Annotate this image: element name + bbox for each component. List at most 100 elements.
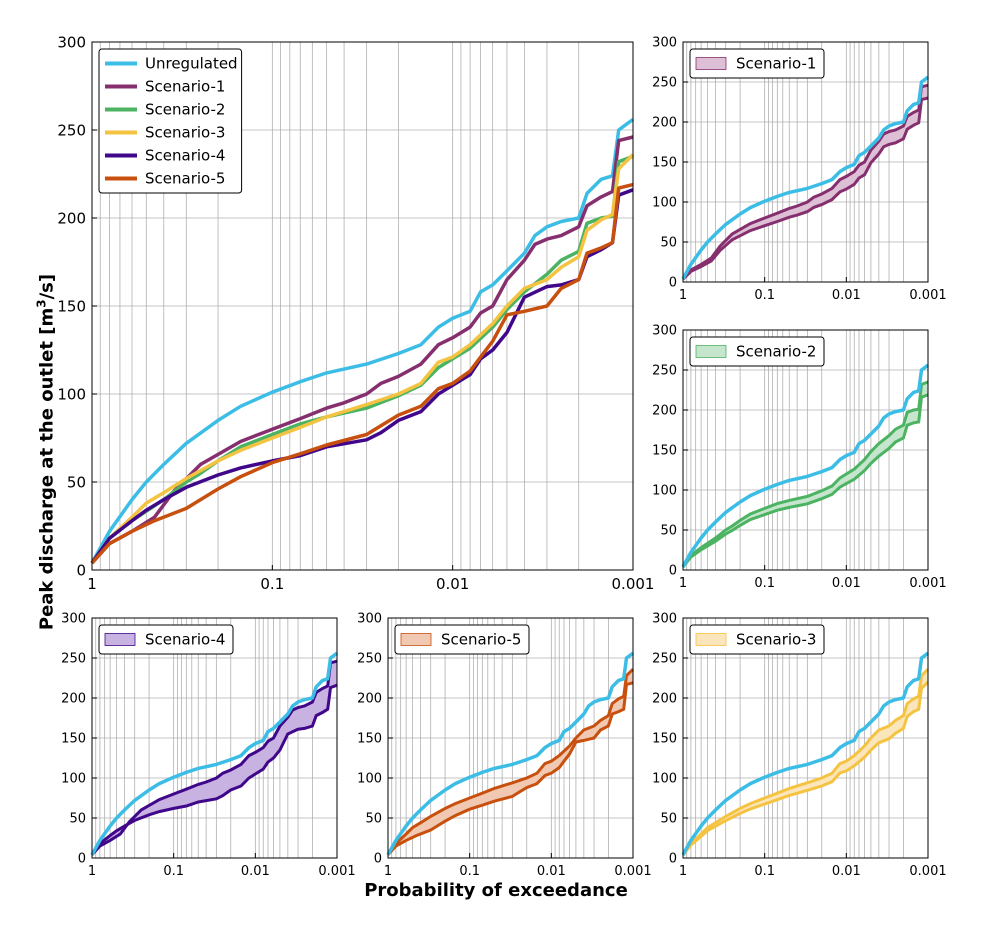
legend-label: Scenario-1 xyxy=(145,78,225,96)
legend-swatch xyxy=(104,633,136,646)
y-tick-label: 250 xyxy=(652,76,677,91)
band-area xyxy=(683,85,928,280)
series-line-scenario-4 xyxy=(90,188,634,565)
band-lower-line xyxy=(681,393,929,569)
legend: Scenario-3 xyxy=(689,624,825,655)
panel-p4: 0 50 100 150 200 250 300 1 0.1 0.01 0.001 Scenario-… xyxy=(61,612,355,879)
y-tick-label: 100 xyxy=(57,385,86,403)
y-tick-label: 100 xyxy=(652,196,677,211)
legend-label: Scenario-4 xyxy=(145,147,225,165)
legend-swatch xyxy=(400,633,432,646)
band-area xyxy=(683,669,928,856)
x-tick-label: 0.001 xyxy=(614,864,651,879)
x-tick-label: 0.01 xyxy=(832,576,861,591)
legend: Unregulated Scenario-1 Scenario-2 Scenario-… xyxy=(98,48,243,194)
x-axis-label: Probability of exceedance xyxy=(364,880,628,901)
x-tick-label: 1 xyxy=(679,288,687,303)
legend-box xyxy=(98,624,234,655)
x-tick-label: 0.01 xyxy=(241,864,270,879)
x-tick-label: 0.01 xyxy=(832,864,861,879)
y-tick-label: 100 xyxy=(652,484,677,499)
y-tick-label: 50 xyxy=(67,473,86,491)
y-tick-label: 50 xyxy=(660,236,677,251)
legend-label: Scenario-3 xyxy=(736,631,816,649)
y-tick-label: 100 xyxy=(61,772,86,787)
y-tick-label: 50 xyxy=(365,812,382,827)
band-area xyxy=(388,669,633,855)
band-lower-line xyxy=(90,683,338,856)
y-tick-label: 0 xyxy=(669,276,677,291)
y-tick-label: 150 xyxy=(652,156,677,171)
y-tick-label: 300 xyxy=(61,612,86,627)
legend-box xyxy=(689,336,825,367)
legend-swatch xyxy=(695,633,727,646)
y-tick-label: 250 xyxy=(652,364,677,379)
y-tick-label: 200 xyxy=(652,692,677,707)
panel-p1: 0 50 100 150 200 250 300 1 0.1 0.01 0.001 Scenario-… xyxy=(652,36,946,303)
series-line-scenario-3 xyxy=(90,153,635,565)
series-line-scenario-1 xyxy=(90,135,634,565)
x-tick-label: 1 xyxy=(87,575,97,593)
y-tick-label: 150 xyxy=(652,732,677,747)
legend-label: Scenario-2 xyxy=(736,343,816,361)
legend-label: Scenario-4 xyxy=(145,631,225,649)
legend-box xyxy=(394,624,530,655)
legend: Scenario-4 xyxy=(98,624,234,655)
y-tick-label: 100 xyxy=(652,772,677,787)
series-line-unregulated xyxy=(681,363,930,568)
band-lower-line xyxy=(386,681,634,856)
x-tick-label: 0.001 xyxy=(909,288,946,303)
series-line-scenario-5 xyxy=(90,182,634,565)
y-tick-label: 150 xyxy=(652,444,677,459)
panel-p5: 0 50 100 150 200 250 300 1 0.1 0.01 0.001 Scenario-… xyxy=(357,612,651,879)
y-tick-label: 250 xyxy=(357,652,382,667)
y-tick-label: 300 xyxy=(357,612,382,627)
y-tick-label: 0 xyxy=(669,852,677,867)
series-line-scenario-2 xyxy=(90,154,634,565)
legend-label: Scenario-5 xyxy=(145,170,225,188)
band-upper-line xyxy=(681,668,930,856)
series-line-unregulated xyxy=(681,651,930,856)
band-upper-line xyxy=(386,668,635,856)
y-tick-label: 300 xyxy=(57,33,86,51)
series-line-unregulated xyxy=(681,75,930,280)
y-tick-label: 300 xyxy=(652,36,677,51)
y-tick-label: 300 xyxy=(652,324,677,339)
y-tick-label: 250 xyxy=(57,121,86,139)
x-tick-label: 0.001 xyxy=(909,864,946,879)
y-tick-label: 150 xyxy=(61,732,86,747)
legend-label: Scenario-5 xyxy=(441,631,521,649)
y-tick-label: 150 xyxy=(57,297,86,315)
legend-swatch xyxy=(695,345,727,358)
y-tick-label: 200 xyxy=(652,116,677,131)
x-tick-label: 0.001 xyxy=(612,575,655,593)
y-tick-label: 250 xyxy=(61,652,86,667)
x-tick-label: 0.01 xyxy=(832,288,861,303)
legend-label: Scenario-3 xyxy=(145,124,225,142)
y-tick-label: 250 xyxy=(652,652,677,667)
x-tick-label: 0.01 xyxy=(537,864,566,879)
x-tick-label: 0.1 xyxy=(459,864,480,879)
panel-p2: 0 50 100 150 200 250 300 1 0.1 0.01 0.001 Scenario-… xyxy=(652,324,946,591)
y-tick-label: 200 xyxy=(61,692,86,707)
x-tick-label: 1 xyxy=(384,864,392,879)
y-tick-label: 50 xyxy=(660,524,677,539)
x-tick-label: 0.01 xyxy=(436,575,469,593)
band-area xyxy=(92,661,337,855)
x-tick-label: 1 xyxy=(679,864,687,879)
panel-p3: 0 50 100 150 200 250 300 1 0.1 0.01 0.001 Scenario-… xyxy=(652,612,946,879)
legend: Scenario-1 xyxy=(689,48,825,79)
legend-swatch xyxy=(695,57,727,70)
band-lower-line xyxy=(681,680,930,857)
y-tick-label: 200 xyxy=(357,692,382,707)
panel-main: 0 50 100 150 200 250 300 1 0.1 0.01 0.001 Unregulat… xyxy=(57,33,654,593)
band-lower-line xyxy=(681,96,929,281)
band-area xyxy=(683,382,928,568)
legend-label: Scenario-2 xyxy=(145,101,225,119)
y-tick-label: 0 xyxy=(78,852,86,867)
y-tick-label: 0 xyxy=(374,852,382,867)
y-tick-label: 300 xyxy=(652,612,677,627)
y-tick-label: 100 xyxy=(357,772,382,787)
x-tick-label: 0.001 xyxy=(909,576,946,591)
